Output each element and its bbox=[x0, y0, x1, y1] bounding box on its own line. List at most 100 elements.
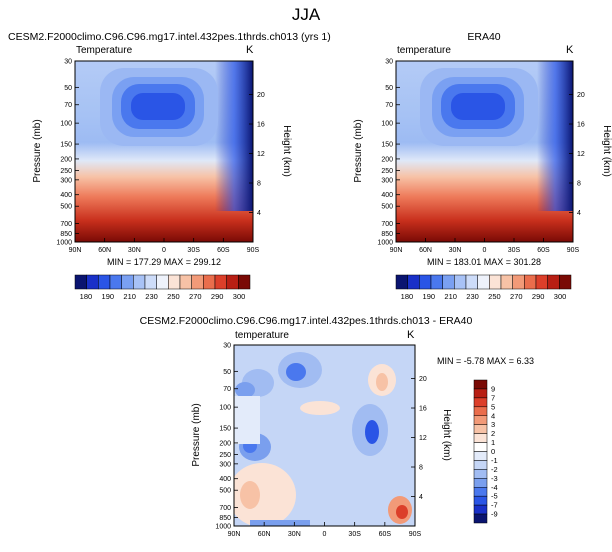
colorbar-swatch bbox=[473, 415, 488, 425]
colorbar-label: 0 bbox=[491, 447, 495, 456]
y-tick-label: 850 bbox=[219, 515, 231, 522]
colorbar-label: -2 bbox=[491, 465, 498, 474]
colorbar-label: 210 bbox=[444, 292, 457, 301]
x-tick-label: 60N bbox=[98, 247, 111, 254]
y-tick-label: 700 bbox=[219, 505, 231, 512]
colorbar-swatch bbox=[473, 487, 488, 497]
stats-label: MIN = -5.78 MAX = 6.33 bbox=[437, 356, 534, 366]
y-tick-label: 300 bbox=[219, 461, 231, 468]
x-tick-label: 0 bbox=[483, 247, 487, 254]
colorbar-label: 190 bbox=[102, 292, 115, 301]
colorbar-swatch bbox=[86, 274, 99, 290]
colorbar-swatch bbox=[454, 274, 467, 290]
colorbar-swatch bbox=[419, 274, 432, 290]
x-tick-label: 90N bbox=[390, 247, 403, 254]
colorbar-swatch bbox=[168, 274, 181, 290]
y2-tick-label: 12 bbox=[257, 151, 265, 158]
y-tick-label: 850 bbox=[381, 231, 393, 238]
y2-tick-label: 16 bbox=[257, 122, 265, 129]
colorbar-label: 210 bbox=[123, 292, 136, 301]
colorbar-swatch bbox=[473, 495, 488, 506]
x-tick-label: 60S bbox=[217, 247, 230, 254]
colorbar-label: 180 bbox=[401, 292, 414, 301]
colorbar-swatch bbox=[133, 274, 146, 290]
y-axis-label: Pressure (mb) bbox=[191, 403, 202, 466]
colorbar-swatch bbox=[500, 274, 513, 290]
y-tick-label: 150 bbox=[381, 142, 393, 149]
panel-title: CESM2.F2000climo.C96.C96.mg17.intel.432p… bbox=[8, 31, 331, 43]
contour-fill bbox=[75, 61, 253, 242]
y-tick-label: 150 bbox=[60, 142, 72, 149]
unit-label: K bbox=[246, 44, 254, 56]
colorbar-swatch bbox=[179, 274, 192, 290]
y-axis-label: Pressure (mb) bbox=[32, 119, 43, 182]
axes-model: 90N 60N 30N 0 30S 60S 90S 30 50 70 100 150 200 250 300… bbox=[56, 59, 264, 255]
y-tick-label: 250 bbox=[60, 168, 72, 175]
y2-tick-label: 20 bbox=[577, 92, 585, 99]
unit-label: K bbox=[566, 44, 574, 56]
colorbar-swatch bbox=[473, 406, 488, 416]
colorbar-swatch bbox=[203, 274, 216, 290]
colorbar-swatch bbox=[226, 274, 239, 290]
y-axis-label: Pressure (mb) bbox=[353, 119, 364, 182]
y-tick-label: 1000 bbox=[215, 524, 231, 531]
y-tick-label: 300 bbox=[381, 177, 393, 184]
colorbar-swatch bbox=[473, 504, 488, 515]
y-tick-label: 30 bbox=[385, 59, 393, 66]
panel-title: ERA40 bbox=[467, 31, 500, 43]
panel-diff: CESM2.F2000climo.C96.C96.mg17.intel.432p… bbox=[140, 315, 534, 527]
colorbar-swatch bbox=[144, 274, 157, 290]
y-tick-label: 50 bbox=[223, 369, 231, 376]
colorbar-swatch bbox=[473, 397, 488, 408]
colorbar-label: 4 bbox=[491, 411, 495, 420]
y2-tick-label: 8 bbox=[419, 465, 423, 472]
field-label: temperature bbox=[397, 45, 451, 56]
x-tick-label: 30S bbox=[508, 247, 521, 254]
x-tick-label: 90N bbox=[69, 247, 82, 254]
colorbar-label: 300 bbox=[554, 292, 567, 301]
y2-tick-label: 12 bbox=[577, 151, 585, 158]
colorbar-label: 290 bbox=[532, 292, 545, 301]
colorbar-swatch bbox=[473, 460, 488, 470]
y2-tick-label: 12 bbox=[419, 435, 427, 442]
colorbar-swatch bbox=[473, 388, 488, 399]
y2-tick-label: 16 bbox=[577, 122, 585, 129]
x-tick-label: 60S bbox=[379, 531, 392, 538]
y-tick-label: 200 bbox=[381, 156, 393, 163]
colorbar-swatch bbox=[465, 274, 478, 290]
y2-tick-label: 20 bbox=[257, 92, 265, 99]
contour-fill bbox=[234, 345, 415, 526]
colorbar-swatch bbox=[473, 513, 488, 524]
x-tick-label: 90S bbox=[247, 247, 260, 254]
axes-obs: 90N 60N 30N 0 30S 60S 90S 30 50 70 100 150 200 250 300… bbox=[377, 59, 584, 255]
colorbar-swatch bbox=[191, 274, 204, 290]
y-tick-label: 30 bbox=[64, 59, 72, 66]
colorbar-swatch bbox=[473, 379, 488, 390]
colorbar-label: 230 bbox=[466, 292, 479, 301]
y2-tick-label: 8 bbox=[577, 181, 581, 188]
y-tick-label: 250 bbox=[381, 168, 393, 175]
colorbar-swatch bbox=[156, 274, 169, 290]
colorbar: 180 190 210 230 250 270 290 300 bbox=[395, 274, 572, 301]
y2-tick-label: 4 bbox=[577, 210, 581, 217]
colorbar-label: -3 bbox=[491, 474, 498, 483]
colorbar-swatch bbox=[430, 274, 443, 290]
colorbar-swatch bbox=[395, 274, 408, 290]
x-tick-label: 30N bbox=[449, 247, 462, 254]
x-tick-label: 60S bbox=[537, 247, 550, 254]
colorbar-label: -1 bbox=[491, 456, 498, 465]
colorbar-label: -7 bbox=[491, 501, 498, 510]
colorbar-swatch bbox=[559, 274, 572, 290]
y2-tick-label: 8 bbox=[257, 181, 261, 188]
page-title: JJA bbox=[292, 5, 321, 24]
colorbar-swatch bbox=[109, 274, 122, 290]
colorbar-label: 9 bbox=[491, 384, 495, 393]
contour-fill bbox=[396, 61, 573, 242]
field-label: temperature bbox=[235, 330, 289, 341]
colorbar-label: -9 bbox=[491, 510, 498, 519]
colorbar-swatch bbox=[477, 274, 490, 290]
y-tick-label: 70 bbox=[223, 386, 231, 393]
colorbar-label: 300 bbox=[233, 292, 246, 301]
y-tick-label: 70 bbox=[385, 102, 393, 109]
